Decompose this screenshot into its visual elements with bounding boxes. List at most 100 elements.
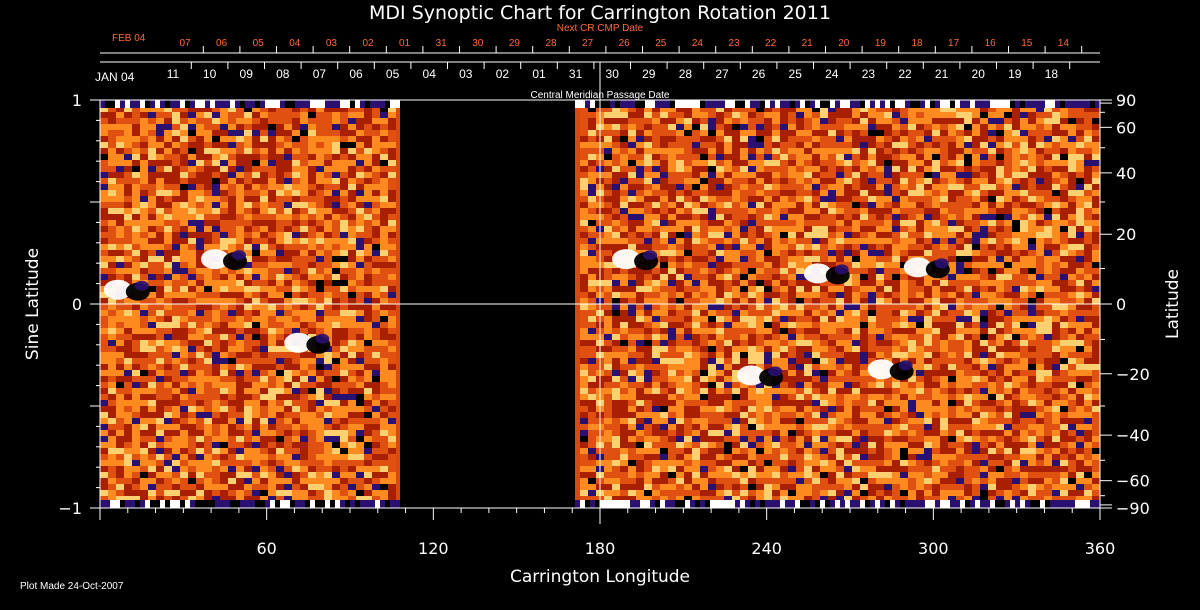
heatmap-cell — [764, 304, 772, 310]
heatmap-cell — [148, 328, 156, 334]
heatmap-cell — [900, 178, 908, 184]
heatmap-cell — [892, 262, 900, 268]
heatmap-cell — [364, 352, 372, 358]
heatmap-cell — [260, 250, 268, 256]
heatmap-cell — [828, 190, 836, 196]
heatmap-cell — [108, 142, 116, 148]
heatmap-cell — [868, 106, 876, 112]
heatmap-cell — [140, 268, 148, 274]
heatmap-cell — [356, 310, 364, 316]
heatmap-cell — [620, 280, 628, 286]
heatmap-cell — [996, 250, 1004, 256]
heatmap-cell — [364, 226, 372, 232]
heatmap-cell — [604, 130, 612, 136]
heatmap-cell — [1068, 244, 1076, 250]
heatmap-cell — [212, 334, 220, 340]
heatmap-cell — [700, 250, 708, 256]
heatmap-cell — [1004, 310, 1012, 316]
heatmap-cell — [628, 118, 636, 124]
heatmap-cell — [620, 106, 628, 112]
heatmap-cell — [908, 358, 916, 364]
heatmap-cell — [988, 154, 996, 160]
heatmap-cell — [1036, 292, 1044, 298]
heatmap-cell — [876, 118, 884, 124]
heatmap-cell — [284, 160, 292, 166]
heatmap-cell — [1084, 310, 1092, 316]
heatmap-cell — [580, 196, 588, 202]
heatmap-cell — [244, 160, 252, 166]
heatmap-cell — [156, 112, 164, 118]
heatmap-cell — [980, 364, 988, 370]
heatmap-cell — [188, 166, 196, 172]
heatmap-cell — [1012, 190, 1020, 196]
heatmap-cell — [988, 232, 996, 238]
heatmap-cell — [372, 364, 380, 370]
heatmap-cell — [1060, 148, 1068, 154]
heatmap-cell — [644, 172, 652, 178]
heatmap-cell — [356, 148, 364, 154]
heatmap-cell — [340, 262, 348, 268]
heatmap-cell — [956, 202, 964, 208]
heatmap-cell — [1020, 346, 1028, 352]
heatmap-cell — [588, 352, 596, 358]
heatmap-cell — [692, 184, 700, 190]
heatmap-cell — [860, 226, 868, 232]
heatmap-cell — [388, 142, 396, 148]
heatmap-cell — [236, 274, 244, 280]
heatmap-cell — [236, 364, 244, 370]
heatmap-cell — [236, 316, 244, 322]
heatmap-cell — [268, 238, 276, 244]
heatmap-cell — [316, 244, 324, 250]
heatmap-cell — [196, 256, 204, 262]
heatmap-cell — [796, 382, 804, 388]
heatmap-cell — [364, 136, 372, 142]
heatmap-cell — [1084, 208, 1092, 214]
heatmap-cell — [628, 244, 636, 250]
heatmap-cell — [340, 148, 348, 154]
heatmap-cell — [220, 364, 228, 370]
heatmap-cell — [1084, 112, 1092, 118]
heatmap-cell — [956, 178, 964, 184]
heatmap-cell — [996, 334, 1004, 340]
heatmap-cell — [308, 118, 316, 124]
heatmap-cell — [660, 370, 668, 376]
heatmap-cell — [876, 106, 884, 112]
heatmap-cell — [164, 304, 172, 310]
heatmap-cell — [1092, 154, 1100, 160]
heatmap-cell — [180, 232, 188, 238]
heatmap-cell — [180, 202, 188, 208]
heatmap-cell — [876, 178, 884, 184]
heatmap-cell — [964, 154, 972, 160]
heatmap-cell — [732, 280, 740, 286]
heatmap-cell — [372, 358, 380, 364]
heatmap-cell — [1052, 238, 1060, 244]
heatmap-cell — [1028, 298, 1036, 304]
heatmap-cell — [844, 292, 852, 298]
heatmap-cell — [324, 142, 332, 148]
heatmap-cell — [1044, 292, 1052, 298]
heatmap-cell — [612, 220, 620, 226]
heatmap-cell — [844, 148, 852, 154]
heatmap-cell — [308, 292, 316, 298]
heatmap-cell — [996, 130, 1004, 136]
heatmap-cell — [604, 178, 612, 184]
heatmap-cell — [796, 256, 804, 262]
heatmap-cell — [124, 232, 132, 238]
heatmap-cell — [812, 250, 820, 256]
heatmap-cell — [580, 370, 588, 376]
heatmap-cell — [284, 364, 292, 370]
heatmap-cell — [692, 226, 700, 232]
heatmap-cell — [980, 292, 988, 298]
heatmap-cell — [1004, 292, 1012, 298]
heatmap-cell — [228, 208, 236, 214]
heatmap-cell — [660, 364, 668, 370]
heatmap-cell — [932, 142, 940, 148]
heatmap-cell — [1076, 370, 1084, 376]
heatmap-cell — [828, 310, 836, 316]
heatmap-cell — [260, 220, 268, 226]
heatmap-cell — [148, 190, 156, 196]
heatmap-cell — [332, 268, 340, 274]
heatmap-cell — [756, 304, 764, 310]
heatmap-cell — [356, 136, 364, 142]
heatmap-cell — [908, 280, 916, 286]
